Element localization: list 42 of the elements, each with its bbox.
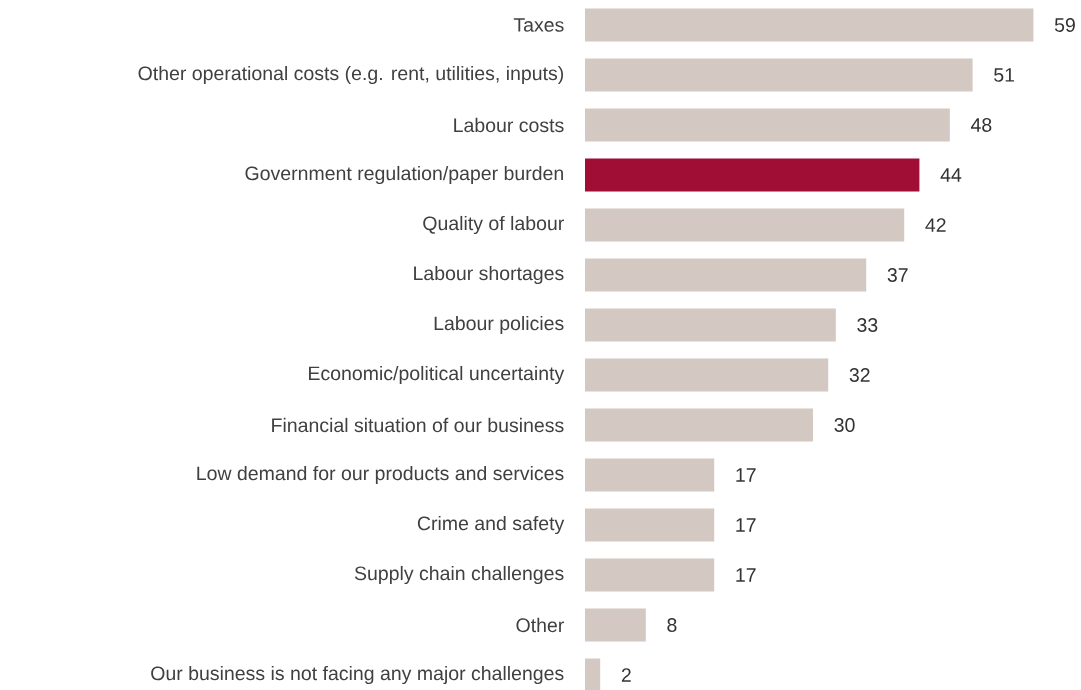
y-tick-label: Other operational costs (e.g. rent, utilities, inputs) xyxy=(138,65,564,85)
bar xyxy=(585,308,836,342)
bar xyxy=(585,208,905,242)
y-tick-label: Government regulation/paper burden xyxy=(245,165,563,185)
bar xyxy=(585,58,973,92)
data-label: 30 xyxy=(834,418,855,432)
y-tick-label: Taxes xyxy=(513,18,564,32)
bar xyxy=(585,358,829,392)
data-label: 37 xyxy=(887,268,908,282)
y-tick-label: Labour policies xyxy=(434,315,564,335)
bar xyxy=(585,408,813,442)
y-tick-label: Other xyxy=(516,617,564,633)
y-tick-label: Financial situation of our business xyxy=(272,417,564,433)
bar xyxy=(585,258,867,292)
bar xyxy=(585,658,601,690)
y-tick-label: Quality of labour xyxy=(423,215,564,235)
bar xyxy=(585,558,715,592)
data-label: 17 xyxy=(736,518,756,532)
bar xyxy=(585,608,646,642)
y-tick-label: Economic/political uncertainty xyxy=(309,365,565,385)
data-label: 17 xyxy=(736,468,756,482)
y-tick-label: Our business is not facing any major challenges xyxy=(151,665,564,685)
bar xyxy=(585,158,920,192)
data-label: 32 xyxy=(849,368,870,382)
data-label: 59 xyxy=(1054,18,1075,32)
y-tick-label: Crime and safety xyxy=(417,515,565,535)
data-label: 17 xyxy=(736,568,756,582)
bar xyxy=(585,458,715,492)
y-tick-label: Supply chain challenges xyxy=(354,565,564,585)
data-label: 51 xyxy=(994,68,1015,82)
y-tick-label: Labour costs xyxy=(454,117,564,133)
y-tick-label: Labour shortages xyxy=(414,265,564,285)
y-tick-label: Low demand for our products and services xyxy=(197,465,564,485)
data-label: 48 xyxy=(970,118,992,132)
bar xyxy=(585,108,950,142)
bar xyxy=(585,508,715,542)
data-label: 44 xyxy=(940,168,962,182)
data-label: 42 xyxy=(925,218,946,232)
bar xyxy=(585,8,1034,42)
data-label: 2 xyxy=(621,668,631,682)
data-label: 33 xyxy=(857,318,878,332)
data-label: 8 xyxy=(667,618,677,632)
